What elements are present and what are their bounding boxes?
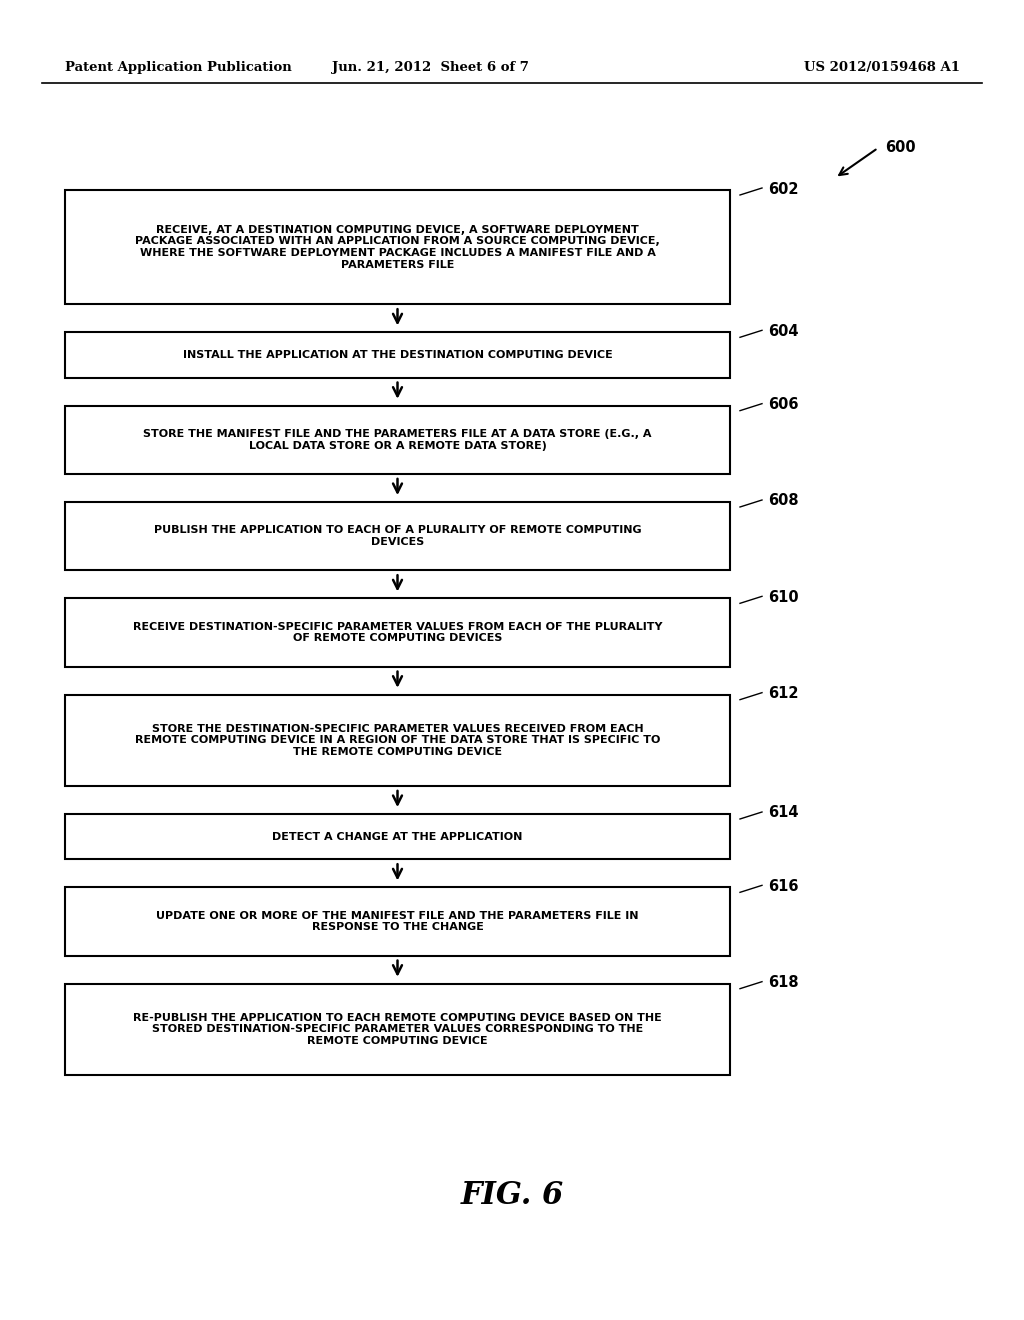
Text: 604: 604 <box>768 323 799 339</box>
Text: STORE THE DESTINATION-SPECIFIC PARAMETER VALUES RECEIVED FROM EACH
REMOTE COMPUT: STORE THE DESTINATION-SPECIFIC PARAMETER… <box>135 723 660 756</box>
Text: Patent Application Publication: Patent Application Publication <box>65 62 292 74</box>
Text: 618: 618 <box>768 975 799 990</box>
Bar <box>65 983 730 1074</box>
Bar <box>65 190 730 305</box>
Text: 610: 610 <box>768 590 799 605</box>
Text: Jun. 21, 2012  Sheet 6 of 7: Jun. 21, 2012 Sheet 6 of 7 <box>332 62 528 74</box>
Text: DETECT A CHANGE AT THE APPLICATION: DETECT A CHANGE AT THE APPLICATION <box>272 832 522 842</box>
Text: US 2012/0159468 A1: US 2012/0159468 A1 <box>804 62 961 74</box>
Text: RECEIVE, AT A DESTINATION COMPUTING DEVICE, A SOFTWARE DEPLOYMENT
PACKAGE ASSOCI: RECEIVE, AT A DESTINATION COMPUTING DEVI… <box>135 224 659 269</box>
Text: STORE THE MANIFEST FILE AND THE PARAMETERS FILE AT A DATA STORE (E.G., A
LOCAL D: STORE THE MANIFEST FILE AND THE PARAMETE… <box>143 429 651 450</box>
Text: RECEIVE DESTINATION-SPECIFIC PARAMETER VALUES FROM EACH OF THE PLURALITY
OF REMO: RECEIVE DESTINATION-SPECIFIC PARAMETER V… <box>133 622 663 643</box>
Bar <box>65 694 730 785</box>
Text: RE-PUBLISH THE APPLICATION TO EACH REMOTE COMPUTING DEVICE BASED ON THE
STORED D: RE-PUBLISH THE APPLICATION TO EACH REMOT… <box>133 1012 662 1045</box>
Text: UPDATE ONE OR MORE OF THE MANIFEST FILE AND THE PARAMETERS FILE IN
RESPONSE TO T: UPDATE ONE OR MORE OF THE MANIFEST FILE … <box>157 911 639 932</box>
Text: 612: 612 <box>768 686 799 701</box>
Bar <box>65 598 730 667</box>
Text: 614: 614 <box>768 805 799 821</box>
Text: 616: 616 <box>768 879 799 894</box>
Text: 602: 602 <box>768 181 799 197</box>
Text: FIG. 6: FIG. 6 <box>461 1180 563 1210</box>
Bar <box>65 502 730 570</box>
Text: 606: 606 <box>768 397 799 412</box>
Bar <box>65 333 730 378</box>
Text: 600: 600 <box>885 140 915 156</box>
Text: PUBLISH THE APPLICATION TO EACH OF A PLURALITY OF REMOTE COMPUTING
DEVICES: PUBLISH THE APPLICATION TO EACH OF A PLU… <box>154 525 641 546</box>
Bar <box>65 887 730 956</box>
Text: INSTALL THE APPLICATION AT THE DESTINATION COMPUTING DEVICE: INSTALL THE APPLICATION AT THE DESTINATI… <box>182 350 612 360</box>
Bar <box>65 814 730 859</box>
Text: 608: 608 <box>768 494 799 508</box>
Bar <box>65 405 730 474</box>
